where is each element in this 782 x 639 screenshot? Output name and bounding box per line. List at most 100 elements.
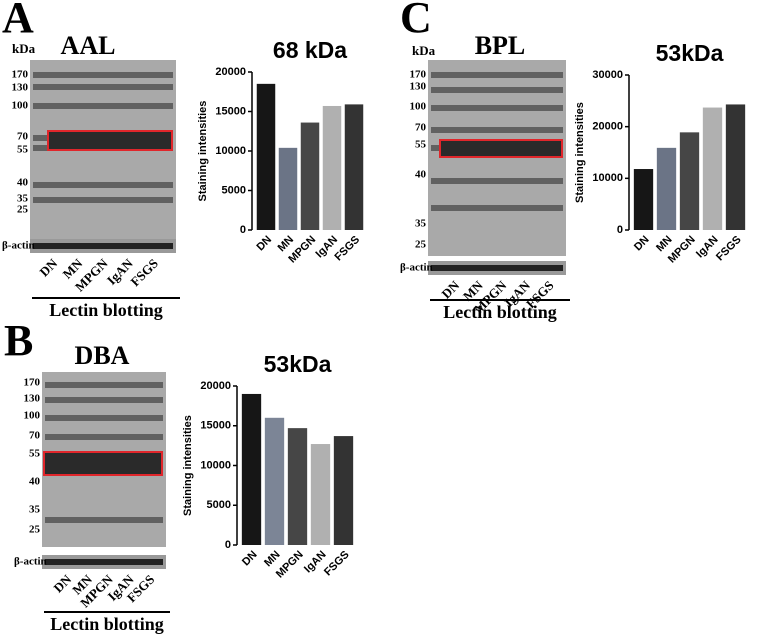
marker-label: 100	[24, 410, 41, 422]
bar	[278, 147, 298, 230]
y-tick-label: 20000	[200, 380, 231, 392]
blot-band	[45, 397, 163, 403]
y-tick-label: 15000	[200, 420, 231, 432]
marker-label: 25	[17, 204, 29, 216]
x-tick-label: DN	[632, 234, 652, 254]
marker-label: 100	[410, 101, 427, 113]
bar	[725, 104, 746, 230]
blot-band	[431, 205, 563, 211]
marker-label: 55	[17, 144, 29, 156]
blot-band	[45, 382, 163, 388]
y-tick-label: 15000	[215, 105, 246, 117]
panel-letter: A	[2, 0, 34, 42]
y-tick-label: 5000	[207, 499, 231, 511]
lane-label: DN	[50, 571, 74, 595]
actin-band	[33, 243, 173, 249]
blot-band	[431, 178, 563, 184]
blot-band	[45, 415, 163, 421]
marker-label: 40	[415, 169, 427, 181]
bar	[633, 169, 654, 230]
blot-band	[33, 72, 173, 78]
y-tick-label: 10000	[200, 459, 231, 471]
y-axis-label: Staining intensities	[197, 101, 209, 202]
marker-label: 70	[415, 122, 427, 134]
kda-label: kDa	[412, 43, 436, 58]
bar	[702, 107, 723, 230]
blot-band	[33, 182, 173, 188]
actin-band	[45, 559, 163, 565]
bar	[287, 428, 308, 545]
bar	[344, 104, 364, 230]
y-tick-label: 0	[225, 539, 231, 551]
marker-label: 70	[29, 430, 41, 442]
actin-band	[431, 265, 563, 271]
marker-label: 170	[410, 69, 427, 81]
y-tick-label: 20000	[592, 121, 623, 133]
marker-label: 170	[12, 69, 29, 81]
blot-caption: Lectin blotting	[50, 614, 164, 634]
loading-label: β-actin	[400, 262, 433, 274]
bar	[310, 444, 331, 545]
y-axis-label: Staining intensities	[182, 415, 194, 516]
y-tick-label: 10000	[592, 172, 623, 184]
marker-label: 130	[410, 81, 427, 93]
highlight-box	[43, 451, 163, 476]
marker-label: 35	[17, 193, 29, 205]
blot-caption: Lectin blotting	[443, 302, 557, 322]
bar	[322, 105, 342, 230]
x-tick-label: FSGS	[322, 549, 352, 579]
x-tick-label: FSGS	[714, 234, 744, 264]
y-tick-label: 20000	[215, 66, 246, 78]
marker-label: 55	[29, 448, 41, 460]
blot-band	[431, 105, 563, 111]
bar	[333, 436, 354, 545]
y-axis-label: Staining intensities	[574, 102, 586, 203]
lane-label: FSGS	[127, 256, 161, 290]
x-tick-label: FSGS	[333, 234, 363, 264]
panel-letter: B	[4, 316, 33, 365]
loading-label: β-actin	[2, 240, 35, 252]
chart-title: 68 kDa	[273, 37, 347, 63]
blot-band	[431, 127, 563, 133]
marker-label: 70	[17, 131, 29, 143]
marker-label: 35	[415, 218, 427, 230]
highlight-box	[439, 139, 563, 158]
blot-band	[431, 72, 563, 78]
marker-label: 100	[12, 100, 29, 112]
x-tick-label: DN	[240, 549, 260, 569]
marker-label: 130	[12, 82, 29, 94]
marker-label: 40	[17, 177, 29, 189]
chart-title: 53kDa	[656, 40, 724, 66]
x-tick-label: DN	[254, 234, 274, 254]
blot-band	[33, 197, 173, 203]
bar	[241, 393, 262, 545]
chart-title: 53kDa	[264, 351, 332, 377]
blot-band	[33, 84, 173, 90]
y-tick-label: 0	[240, 224, 246, 236]
marker-label: 170	[24, 377, 41, 389]
blot-band	[33, 103, 173, 109]
marker-label: 35	[29, 504, 41, 516]
marker-label: 130	[24, 393, 41, 405]
blot-band	[431, 87, 563, 93]
bar	[656, 147, 677, 230]
y-tick-label: 10000	[215, 145, 246, 157]
bar	[256, 83, 276, 230]
y-tick-label: 30000	[592, 69, 623, 81]
y-tick-label: 5000	[222, 184, 246, 196]
marker-label: 40	[29, 476, 41, 488]
marker-label: 25	[415, 239, 427, 251]
bar	[264, 417, 285, 545]
lane-label: DN	[36, 255, 60, 279]
marker-label: 55	[415, 139, 427, 151]
lectin-name: AAL	[61, 31, 116, 60]
blot-band	[45, 517, 163, 523]
bar	[300, 122, 320, 230]
blot-caption: Lectin blotting	[49, 300, 163, 320]
highlight-box	[47, 130, 173, 151]
kda-label: kDa	[12, 41, 36, 56]
lane-label: DN	[438, 277, 462, 301]
lectin-name: DBA	[75, 341, 130, 370]
bar	[679, 132, 700, 230]
